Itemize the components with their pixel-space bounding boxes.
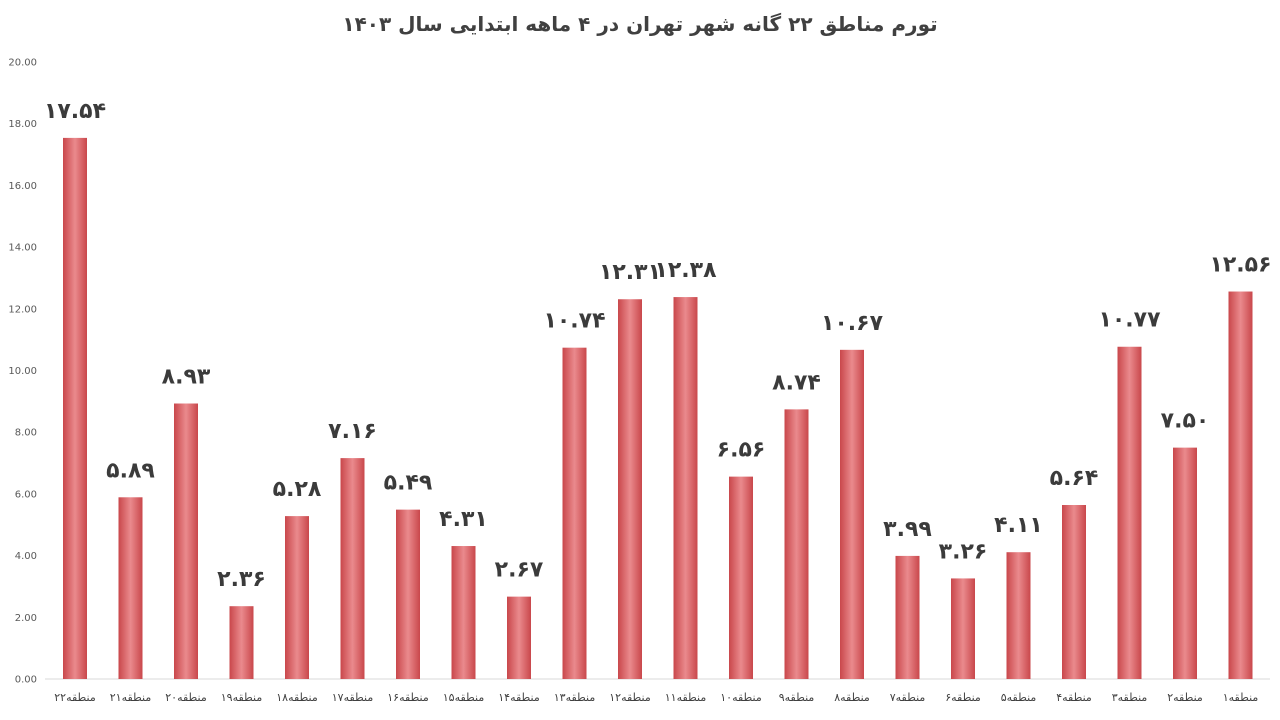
y-tick-label-3: 6.00 — [15, 489, 37, 500]
data-label-17: ۳.۲۶ — [939, 539, 988, 564]
x-tick-label-21: منطقه۲ — [1167, 691, 1203, 704]
bar-11 — [618, 299, 642, 679]
data-label-6: ۷.۱۶ — [328, 419, 377, 444]
y-tick-label-7: 14.00 — [8, 243, 37, 254]
data-label-10: ۱۰.۷۴ — [543, 309, 605, 334]
data-label-7: ۵.۴۹ — [384, 471, 433, 496]
bar-21 — [1173, 447, 1197, 679]
y-tick-label-9: 18.00 — [8, 119, 37, 130]
data-label-11: ۱۲.۳۱ — [599, 260, 661, 285]
data-label-12: ۱۲.۳۸ — [654, 258, 717, 283]
bar-7 — [396, 509, 420, 679]
y-tick-label-0: 0.00 — [15, 675, 37, 686]
x-tick-label-4: منطقه۱۹ — [221, 691, 263, 704]
y-axis: 0.00 2.00 4.00 6.00 8.00 10.00 12.00 14.00 16.00… — [8, 58, 37, 686]
data-label-8: ۴.۳۱ — [439, 507, 488, 532]
bars-group — [63, 137, 1253, 680]
bar-2 — [118, 497, 143, 679]
x-tick-label-19: منطقه۴ — [1056, 691, 1092, 704]
bar-10 — [562, 347, 587, 679]
data-label-9: ۲.۶۷ — [495, 558, 544, 583]
bar-14 — [784, 409, 809, 679]
x-tick-label-18: منطقه۵ — [1001, 691, 1037, 704]
x-tick-label-6: منطقه۱۷ — [332, 691, 374, 704]
y-tick-label-4: 8.00 — [15, 428, 37, 439]
bar-16 — [895, 555, 920, 679]
bar-1 — [63, 137, 87, 680]
data-label-20: ۱۰.۷۷ — [1098, 308, 1161, 333]
x-tick-label-22: منطقه۱ — [1223, 691, 1259, 704]
bar-6 — [340, 458, 365, 679]
chart-title: تورم مناطق ۲۲ گانه شهر تهران در ۴ ماهه ا… — [342, 12, 938, 36]
data-label-4: ۲.۳۶ — [217, 567, 266, 592]
data-label-13: ۶.۵۶ — [717, 438, 766, 463]
data-label-5: ۵.۲۸ — [273, 477, 322, 502]
data-label-22: ۱۲.۵۶ — [1209, 253, 1271, 278]
data-label-3: ۸.۹۳ — [162, 365, 211, 390]
x-tick-label-7: منطقه۱۶ — [387, 691, 429, 704]
bar-3 — [174, 403, 198, 679]
x-tick-label-3: منطقه۲۰ — [165, 691, 207, 704]
x-tick-label-13: منطقه۱۰ — [720, 691, 762, 704]
data-label-1: ۱۷.۵۴ — [44, 99, 106, 124]
x-tick-label-9: منطقه۱۴ — [498, 691, 540, 704]
bar-17 — [951, 578, 975, 679]
bar-20 — [1117, 346, 1142, 679]
bar-12 — [673, 297, 698, 679]
data-label-2: ۵.۸۹ — [106, 458, 155, 483]
y-tick-label-8: 16.00 — [8, 181, 37, 192]
x-tick-label-15: منطقه۸ — [834, 691, 870, 704]
x-tick-label-12: منطقه۱۱ — [665, 691, 707, 704]
x-tick-label-20: منطقه۳ — [1112, 691, 1148, 704]
y-tick-label-6: 12.00 — [8, 304, 37, 315]
bar-22 — [1228, 291, 1253, 679]
x-tick-label-1: منطقه۲۲ — [54, 691, 96, 704]
x-axis: منطقه۲۲ منطقه۲۱ منطقه۲۰ منطقه۱۹ منطقه۱۸ منطقه… — [54, 691, 1258, 704]
bar-9 — [507, 596, 531, 679]
y-tick-label-5: 10.00 — [8, 366, 37, 377]
x-tick-label-8: منطقه۱۵ — [443, 691, 485, 704]
data-label-21: ۷.۵۰ — [1161, 409, 1210, 434]
y-tick-label-10: 20.00 — [8, 58, 37, 69]
bar-4 — [229, 606, 254, 679]
x-tick-label-5: منطقه۱۸ — [276, 691, 318, 704]
bar-15 — [840, 349, 864, 679]
data-label-16: ۳.۹۹ — [883, 517, 932, 542]
bar-18 — [1006, 552, 1031, 679]
bar-13 — [729, 476, 753, 679]
x-tick-label-16: منطقه۷ — [890, 691, 926, 704]
data-labels-group: ۱۷.۵۴ ۵.۸۹ ۸.۹۳ ۲.۳۶ ۵.۲۸ ۷.۱۶ ۵.۴۹۴.۳۱ ۲.۶۷ ۱۰.… — [44, 99, 1271, 592]
x-tick-label-14: منطقه۹ — [779, 691, 815, 704]
data-label-19: ۵.۶۴ — [1050, 466, 1099, 491]
data-label-18: ۴.۱۱ — [994, 513, 1043, 538]
data-label-14: ۸.۷۴ — [772, 370, 821, 395]
x-tick-label-17: منطقه۶ — [945, 691, 981, 704]
bar-19 — [1062, 505, 1086, 679]
data-label-15: ۱۰.۶۷ — [821, 311, 884, 336]
bar-8 — [451, 546, 476, 679]
x-tick-label-10: منطقه۱۳ — [554, 691, 596, 704]
y-tick-label-2: 4.00 — [15, 551, 37, 562]
x-tick-label-2: منطقه۲۱ — [110, 691, 152, 704]
y-tick-label-1: 2.00 — [15, 613, 37, 624]
x-tick-label-11: منطقه۱۲ — [609, 691, 651, 704]
bar-5 — [285, 516, 309, 679]
